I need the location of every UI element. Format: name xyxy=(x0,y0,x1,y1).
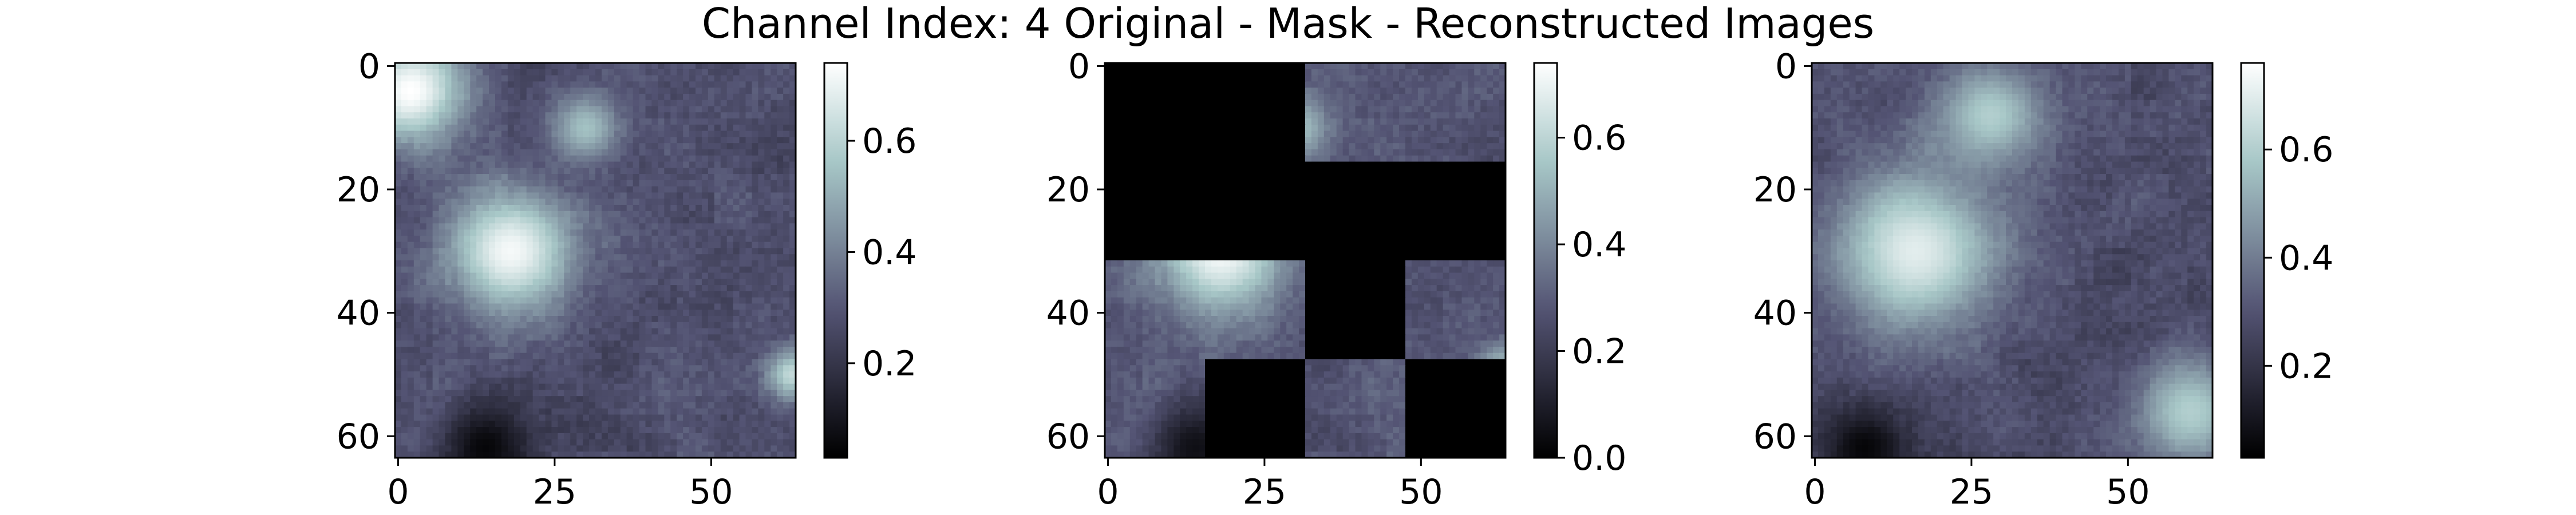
colorbar-tick-label: 0.4 xyxy=(2279,238,2333,278)
heatmap-image xyxy=(1105,63,1506,458)
x-tick-label: 50 xyxy=(1399,472,1443,512)
colorbar-tick-label: 0.6 xyxy=(2279,130,2333,170)
colorbar-tick-label: 0.0 xyxy=(1572,438,1626,478)
x-tick-label: 0 xyxy=(1097,472,1119,512)
x-tick-label: 0 xyxy=(387,472,409,512)
y-tick-label: 20 xyxy=(1046,170,1090,210)
colorbar-tick-label: 0.6 xyxy=(1572,118,1626,159)
x-tick-label: 50 xyxy=(2106,472,2150,512)
x-tick-label: 25 xyxy=(533,472,576,512)
panel-original: 0 25 50 0 20 40 60 0.2 0.4 0.6 xyxy=(337,46,917,512)
y-tick-label: 0 xyxy=(358,46,380,86)
y-tick-label: 60 xyxy=(337,417,380,457)
y-tick-label: 40 xyxy=(337,294,380,334)
colorbar-tick-label: 0.4 xyxy=(1572,225,1626,265)
y-tick-label: 60 xyxy=(1046,417,1090,457)
y-tick-label: 40 xyxy=(1753,294,1797,334)
y-tick-label: 0 xyxy=(1068,46,1090,86)
y-tick-label: 60 xyxy=(1753,417,1797,457)
colorbar-tick-label: 0.2 xyxy=(1572,332,1626,372)
x-tick-label: 25 xyxy=(1950,472,1993,512)
colorbar-frame xyxy=(2240,62,2265,459)
panel-reconstructed: 0 25 50 0 20 40 60 0.2 0.4 0.6 xyxy=(1753,46,2334,512)
axes-frame xyxy=(394,62,797,459)
heatmap-image xyxy=(395,63,796,458)
x-tick-label: 0 xyxy=(1804,472,1826,512)
y-tick-label: 0 xyxy=(1775,46,1797,86)
y-tick-label: 20 xyxy=(1753,170,1797,210)
colorbar-tick-label: 0.6 xyxy=(862,121,916,161)
colorbar-frame xyxy=(823,62,848,459)
x-tick-label: 25 xyxy=(1243,472,1286,512)
colorbar xyxy=(824,63,847,458)
colorbar xyxy=(2241,63,2264,458)
colorbar-frame xyxy=(1533,62,1558,459)
heatmap-image xyxy=(1812,63,2213,458)
axes-frame xyxy=(1104,62,1507,459)
colorbar xyxy=(1534,63,1557,458)
colorbar-tick-label: 0.2 xyxy=(862,344,916,384)
colorbar-tick-label: 0.4 xyxy=(862,232,916,272)
x-tick-label: 50 xyxy=(689,472,733,512)
chart-title: Channel Index: 4 Original - Mask - Recon… xyxy=(702,0,1874,47)
y-tick-label: 20 xyxy=(337,170,380,210)
y-tick-label: 40 xyxy=(1046,294,1090,334)
panel-mask: 0 25 50 0 20 40 60 0.0 0.2 0.4 0.6 xyxy=(1046,46,1627,512)
colorbar-tick-label: 0.2 xyxy=(2279,346,2333,386)
axes-frame xyxy=(1811,62,2214,459)
